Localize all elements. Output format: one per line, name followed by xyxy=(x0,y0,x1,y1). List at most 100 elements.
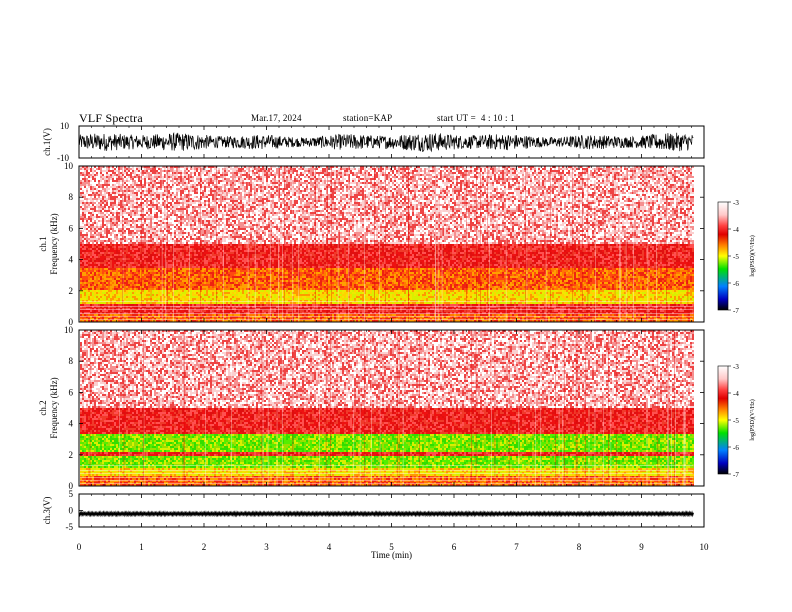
spectrogram-cell xyxy=(604,186,606,188)
spectrogram-cell xyxy=(580,192,582,194)
spectrogram-cell xyxy=(634,204,636,206)
spectrogram-cell xyxy=(672,198,674,200)
spectrogram-cell xyxy=(88,206,90,208)
spectrogram-cell xyxy=(156,188,158,190)
spectrogram-cell xyxy=(188,200,190,202)
spectrogram-cell xyxy=(642,202,644,204)
spectrogram-cell xyxy=(480,188,482,190)
spectrogram-cell xyxy=(532,182,534,184)
spectrogram-cell xyxy=(124,204,126,206)
spectrogram-cell xyxy=(392,194,394,196)
spectrogram-cell xyxy=(214,196,216,198)
spectrogram-cell xyxy=(176,170,178,172)
spectrogram-cell xyxy=(648,172,650,174)
spectrogram-cell xyxy=(582,196,584,198)
spectrogram-cell xyxy=(672,184,674,186)
spectrogram-cell xyxy=(192,206,194,208)
spectrogram-cell xyxy=(364,194,366,196)
spectrogram-cell xyxy=(306,182,308,184)
spectrogram-cell xyxy=(684,182,686,184)
spectrogram-cell xyxy=(386,192,388,194)
spectrogram-cell xyxy=(536,192,538,194)
spectrogram-cell xyxy=(394,174,396,176)
spectrogram-cell xyxy=(416,184,418,186)
spectrogram-cell xyxy=(516,208,518,210)
spectrogram-cell xyxy=(454,186,456,188)
spectrogram-cell xyxy=(352,168,354,170)
spectrogram-cell xyxy=(658,170,660,172)
spectrogram-cell xyxy=(424,168,426,170)
spectrogram-cell xyxy=(474,200,476,202)
spectrogram-cell xyxy=(632,202,634,204)
spectrogram-cell xyxy=(568,194,570,196)
spectrogram-cell xyxy=(582,202,584,204)
spectrogram-cell xyxy=(218,204,220,206)
spectrogram-cell xyxy=(504,168,506,170)
spectrogram-cell xyxy=(436,178,438,180)
spectrogram-cell xyxy=(488,192,490,194)
spectrogram-cell xyxy=(554,170,556,172)
spectrogram-cell xyxy=(176,206,178,208)
spectrogram-cell xyxy=(416,188,418,190)
spectrogram-cell xyxy=(576,200,578,202)
spectrogram-cell xyxy=(102,186,104,188)
spectrogram-cell xyxy=(456,178,458,180)
spectrogram-cell xyxy=(194,188,196,190)
spectrogram-cell xyxy=(358,192,360,194)
spectrogram-cell xyxy=(290,166,292,168)
spectrogram-cell xyxy=(218,182,220,184)
spectrogram-cell xyxy=(346,190,348,192)
spectrogram-cell xyxy=(210,182,212,184)
spectrogram-cell xyxy=(448,174,450,176)
spectrogram-cell xyxy=(638,194,640,196)
spectrogram-cell xyxy=(120,200,122,202)
spectrogram-cell xyxy=(286,198,288,200)
spectrogram-cell xyxy=(114,196,116,198)
spectrogram-cell xyxy=(260,168,262,170)
spectrogram-cell xyxy=(374,182,376,184)
spectrogram-cell xyxy=(134,174,136,176)
spectrogram-cell xyxy=(586,184,588,186)
spectrogram-cell xyxy=(302,196,304,198)
spectrogram-cell xyxy=(210,192,212,194)
spectrogram-cell xyxy=(284,206,286,208)
spectrogram-cell xyxy=(398,166,400,168)
spectrogram-cell xyxy=(414,196,416,198)
spectrogram-cell xyxy=(100,192,102,194)
spectrogram-cell xyxy=(354,182,356,184)
spectrogram-cell xyxy=(584,172,586,174)
spectrogram-cell xyxy=(414,168,416,170)
spectrogram-cell xyxy=(640,182,642,184)
spectrogram-cell xyxy=(252,202,254,204)
spectrogram-cell xyxy=(276,202,278,204)
spectrogram-cell xyxy=(108,182,110,184)
spectrogram-cell xyxy=(608,168,610,170)
spectrogram-cell xyxy=(198,198,200,200)
spectrogram-cell xyxy=(660,194,662,196)
spectrogram-cell xyxy=(632,192,634,194)
spectrogram-cell xyxy=(682,182,684,184)
spectrogram-cell xyxy=(334,174,336,176)
spectrogram-cell xyxy=(612,182,614,184)
spectrogram-cell xyxy=(286,180,288,182)
spectrogram-cell xyxy=(530,174,532,176)
spectrogram-cell xyxy=(638,180,640,182)
spectrogram-cell xyxy=(272,174,274,176)
spectrogram-cell xyxy=(174,166,176,168)
spectrogram-cell xyxy=(450,168,452,170)
spectrogram-cell xyxy=(488,188,490,190)
spectrogram-cell xyxy=(204,190,206,192)
spectrogram-cell xyxy=(464,200,466,202)
spectrogram-cell xyxy=(444,200,446,202)
spectrogram-cell xyxy=(166,176,168,178)
spectrogram-cell xyxy=(518,200,520,202)
spectrogram-cell xyxy=(400,178,402,180)
spectrogram-cell xyxy=(582,190,584,192)
spectrogram-cell xyxy=(638,168,640,170)
spectrogram-cell xyxy=(486,172,488,174)
spectrogram-cell xyxy=(144,180,146,182)
spectrogram-cell xyxy=(86,204,88,206)
spectrogram-cell xyxy=(146,190,148,192)
spectrogram-cell xyxy=(468,182,470,184)
spectrogram-cell xyxy=(86,172,88,174)
